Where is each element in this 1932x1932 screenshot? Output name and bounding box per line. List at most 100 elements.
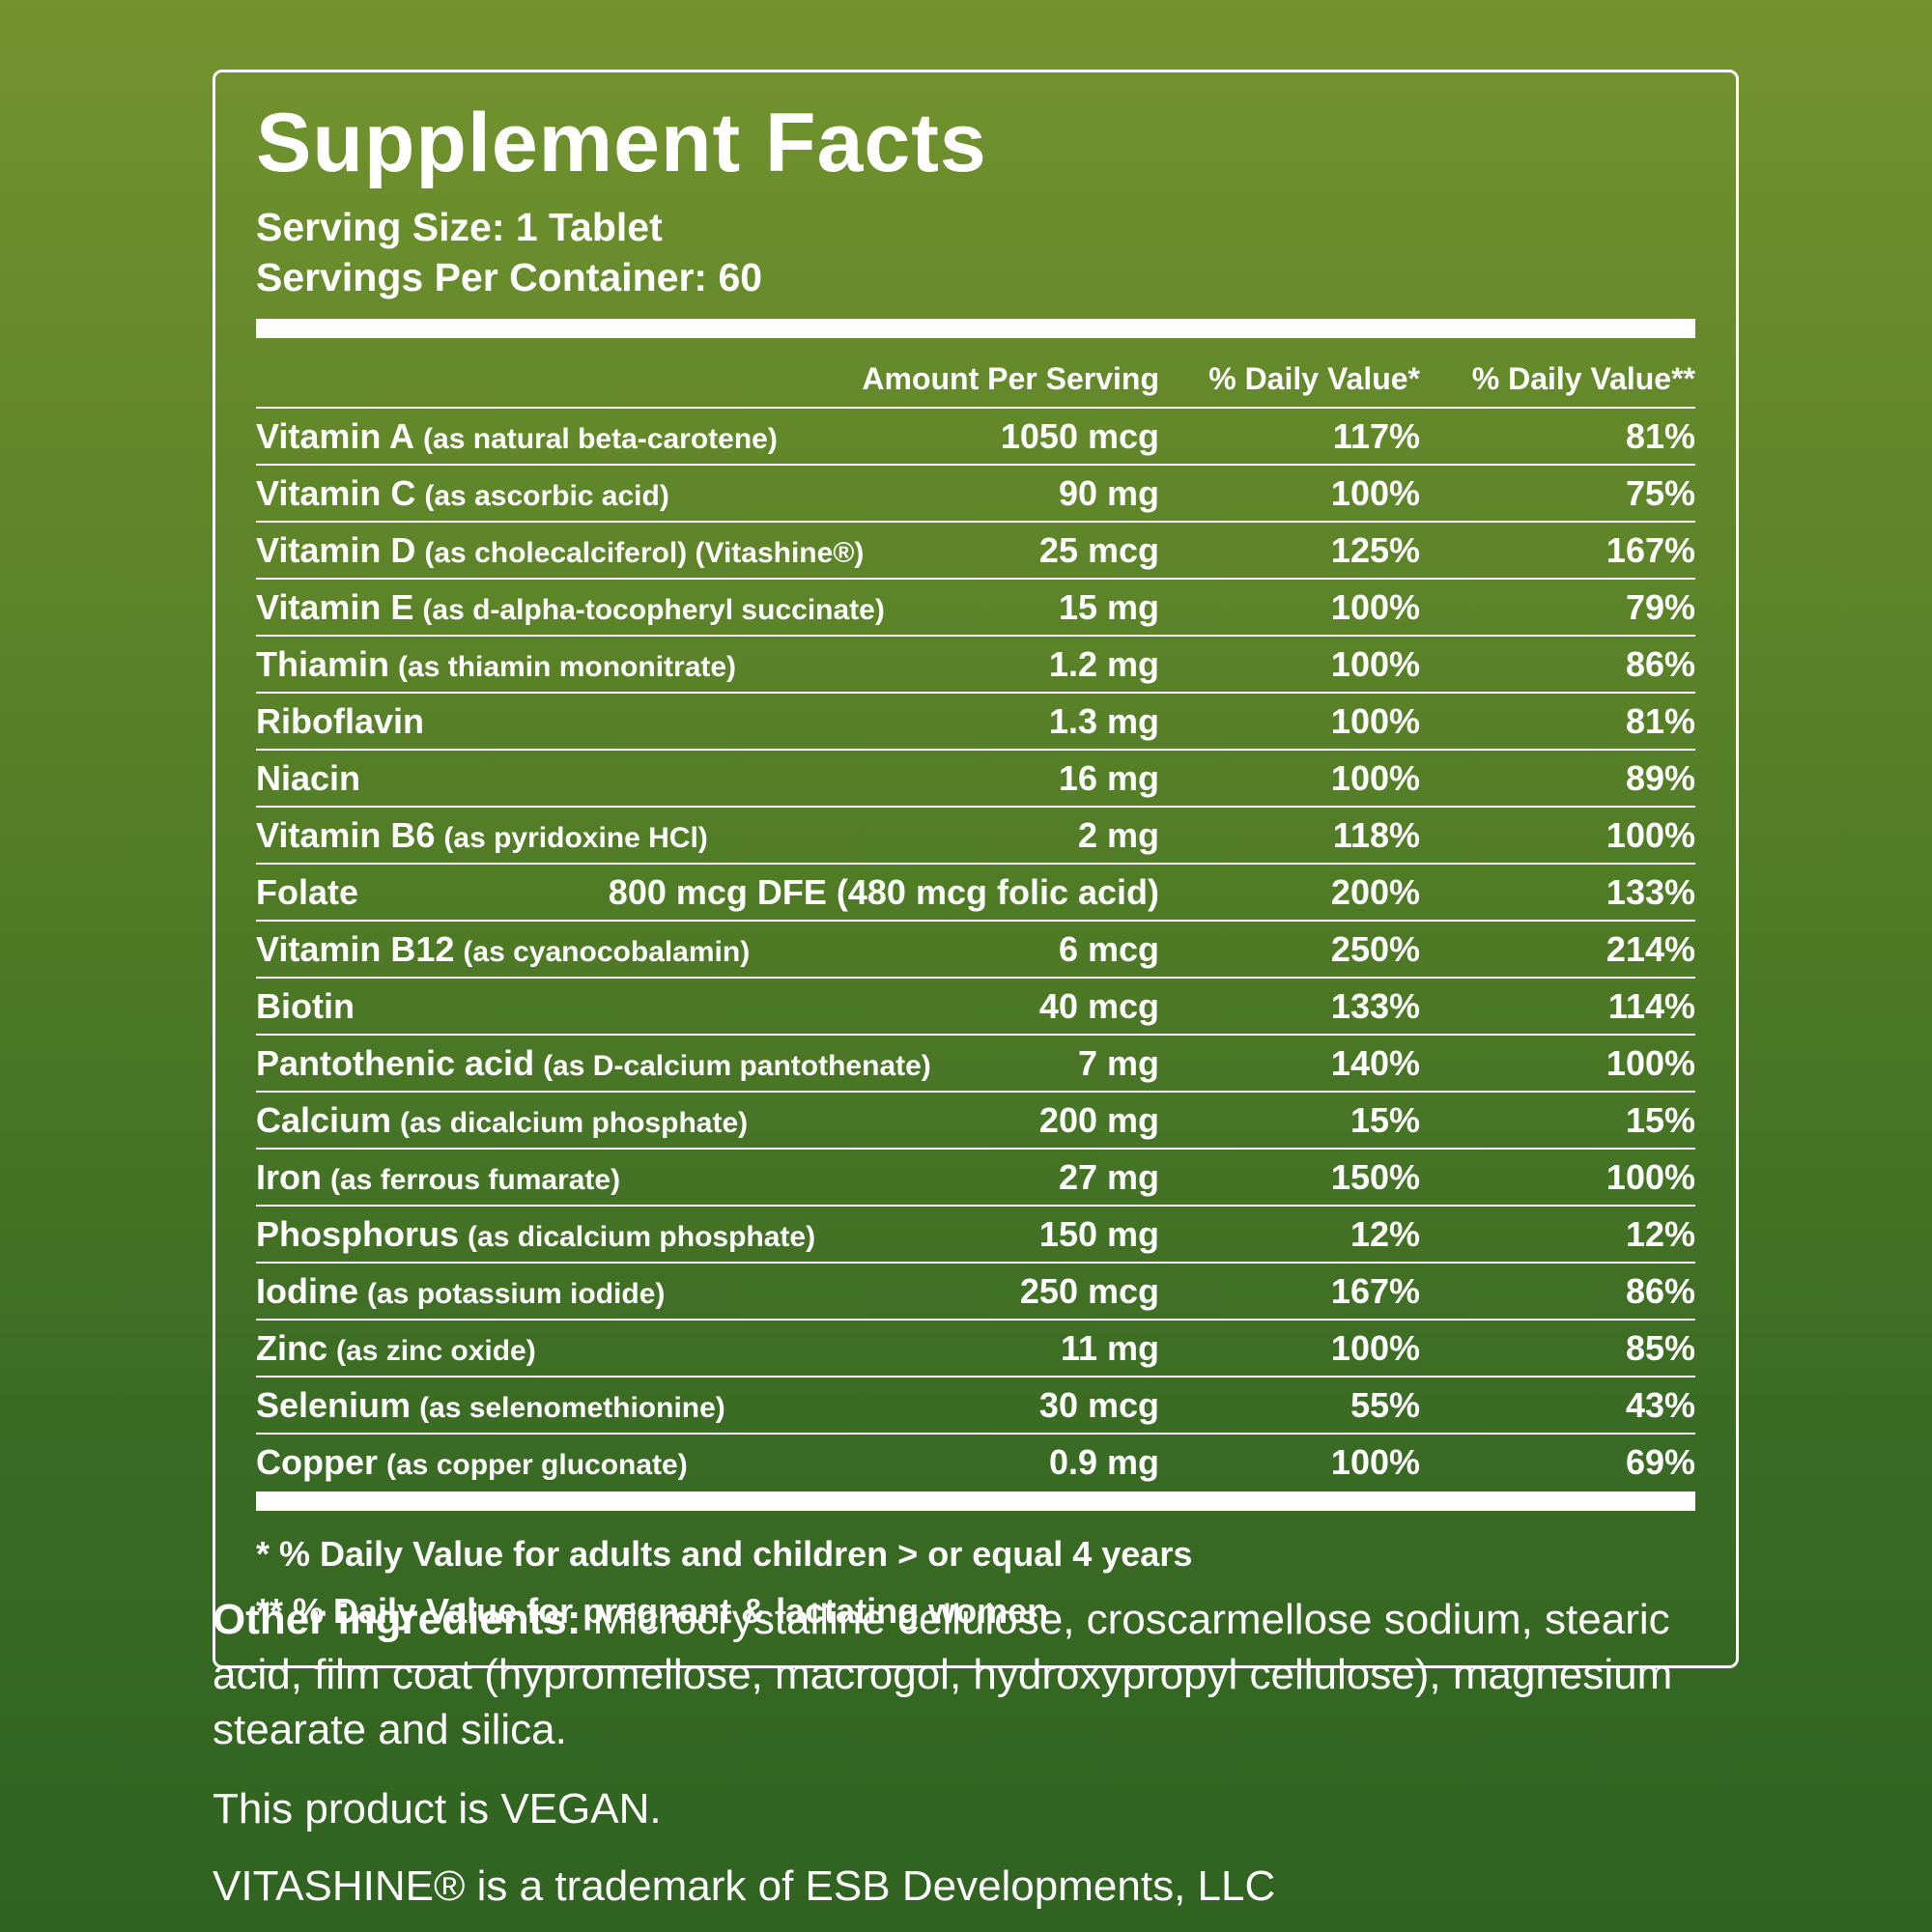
nutrient-dv-adults: 100%	[1330, 757, 1420, 798]
nutrient-dv-pregnant: 79%	[1625, 586, 1695, 627]
serving-size: Serving Size: 1 Tablet	[256, 204, 663, 249]
nutrient-dv-adults: 100%	[1330, 472, 1420, 513]
nutrient-dv-adults: 125%	[1330, 529, 1420, 570]
nutrient-name: Iodine (as potassium iodide)	[256, 1270, 666, 1311]
servings-per-container: Servings Per Container: 60	[256, 255, 763, 300]
below-panel-notes: Other ingredients: Microcrystalline cell…	[213, 1592, 1739, 1911]
footnote-pregnant: ** % Daily Value for pregnant & lactatin…	[256, 1590, 1049, 1631]
nutrient-name: Copper (as copper gluconate)	[256, 1441, 688, 1482]
nutrient-name: Vitamin C (as ascorbic acid)	[256, 472, 669, 513]
nutrient-amount: 1050 mcg	[1000, 415, 1159, 456]
supplement-facts-panel: Supplement Facts Serving Size: 1 Tablet …	[213, 70, 1739, 1668]
nutrient-amount: 150 mg	[1038, 1213, 1159, 1254]
nutrient-dv-pregnant: 100%	[1605, 1042, 1695, 1083]
nutrient-table: Amount Per Serving % Daily Value* % Dail…	[256, 344, 1695, 1490]
nutrient-dv-adults: 12%	[1350, 1213, 1420, 1254]
vegan-note: This product is VEGAN.	[213, 1784, 662, 1833]
nutrient-dv-pregnant: 75%	[1625, 472, 1695, 513]
nutrient-name: Vitamin B6 (as pyridoxine HCl)	[256, 814, 708, 855]
nutrient-amount: 2 mg	[1077, 814, 1159, 855]
nutrient-name: Phosphorus (as dicalcium phosphate)	[256, 1213, 816, 1254]
nutrient-amount: 40 mcg	[1038, 985, 1159, 1026]
nutrient-dv-pregnant: 81%	[1625, 700, 1695, 741]
nutrient-dv-pregnant: 89%	[1625, 757, 1695, 798]
nutrient-amount: 200 mg	[1038, 1099, 1159, 1140]
nutrient-dv-adults: 117%	[1332, 415, 1420, 456]
nutrient-row: Biotin 40 mcg 133% 114%	[256, 976, 1695, 1034]
nutrient-dv-pregnant: 100%	[1605, 1156, 1695, 1197]
nutrient-amount: 11 mg	[1060, 1327, 1159, 1368]
nutrient-row: Calcium (as dicalcium phosphate) 200 mg 1…	[256, 1090, 1695, 1148]
nutrient-dv-pregnant: 86%	[1625, 1270, 1695, 1311]
nutrient-row: Thiamin (as thiamin mononitrate) 1.2 mg 1…	[256, 634, 1695, 692]
nutrient-amount: 25 mcg	[1038, 529, 1159, 570]
nutrient-amount: 27 mg	[1058, 1156, 1159, 1197]
nutrient-name: Vitamin A (as natural beta-carotene)	[256, 415, 778, 456]
nutrient-amount: 1.2 mg	[1048, 643, 1159, 684]
nutrient-name: Vitamin B12 (as cyanocobalamin)	[256, 928, 751, 969]
nutrient-dv-adults: 100%	[1330, 1327, 1420, 1368]
nutrient-amount: 30 mcg	[1038, 1384, 1159, 1425]
nutrient-row: Vitamin B6 (as pyridoxine HCl) 2 mg 118% …	[256, 805, 1695, 863]
nutrient-row: Vitamin D (as cholecalciferol) (Vitashine…	[256, 520, 1695, 578]
nutrient-row: Niacin 16 mg 100% 89%	[256, 748, 1695, 806]
nutrient-name: Vitamin E (as d-alpha-tocopheryl succinat…	[256, 586, 885, 627]
nutrient-dv-pregnant: 15%	[1625, 1099, 1695, 1140]
nutrient-dv-adults: 118%	[1332, 814, 1420, 855]
nutrient-row: Selenium (as selenomethionine) 30 mcg 55%…	[256, 1375, 1695, 1433]
nutrient-dv-pregnant: 214%	[1605, 928, 1695, 969]
nutrient-row: Vitamin A (as natural beta-carotene) 1050…	[256, 406, 1695, 464]
nutrient-amount: 16 mg	[1058, 757, 1159, 798]
nutrient-row: Phosphorus (as dicalcium phosphate) 150 m…	[256, 1204, 1695, 1262]
nutrient-name: Riboflavin	[256, 700, 425, 741]
nutrient-row: Riboflavin 1.3 mg 100% 81%	[256, 691, 1695, 749]
nutrient-amount: 1.3 mg	[1048, 700, 1159, 741]
nutrient-row: Iodine (as potassium iodide) 250 mcg 167%…	[256, 1261, 1695, 1319]
nutrient-dv-adults: 167%	[1330, 1270, 1420, 1311]
nutrient-row: Iron (as ferrous fumarate) 27 mg 150% 100…	[256, 1147, 1695, 1205]
nutrient-name: Vitamin D (as cholecalciferol) (Vitashine…	[256, 529, 865, 570]
column-daily-value-adults: % Daily Value*	[1208, 360, 1420, 396]
trademark-note: VITASHINE® is a trademark of ESB Develop…	[213, 1861, 1276, 1910]
nutrient-name: Biotin	[256, 985, 355, 1026]
table-header-row: Amount Per Serving % Daily Value* % Dail…	[256, 344, 1695, 407]
nutrient-dv-pregnant: 12%	[1625, 1213, 1695, 1254]
nutrient-dv-pregnant: 100%	[1605, 814, 1695, 855]
nutrient-name: Iron (as ferrous fumarate)	[256, 1156, 621, 1197]
column-daily-value-pregnant: % Daily Value**	[1471, 360, 1695, 396]
nutrient-name: Zinc (as zinc oxide)	[256, 1327, 536, 1368]
nutrient-name: Folate	[256, 871, 359, 912]
nutrient-dv-adults: 200%	[1330, 871, 1420, 912]
panel-title: Supplement Facts	[256, 97, 987, 189]
nutrient-row: Pantothenic acid (as D-calcium pantothena…	[256, 1033, 1695, 1091]
nutrient-amount: 90 mg	[1058, 472, 1159, 513]
nutrient-dv-pregnant: 81%	[1625, 415, 1695, 456]
nutrient-dv-adults: 100%	[1330, 700, 1420, 741]
nutrient-dv-pregnant: 133%	[1605, 871, 1695, 912]
nutrient-dv-adults: 15%	[1350, 1099, 1420, 1140]
nutrient-dv-pregnant: 43%	[1625, 1384, 1695, 1425]
nutrient-row: Vitamin E (as d-alpha-tocopheryl succinat…	[256, 577, 1695, 635]
nutrient-row: Zinc (as zinc oxide) 11 mg 100% 85%	[256, 1318, 1695, 1376]
nutrient-row: Vitamin C (as ascorbic acid) 90 mg 100% 7…	[256, 463, 1695, 521]
nutrient-amount: 6 mcg	[1058, 928, 1159, 969]
nutrient-amount: 15 mg	[1058, 586, 1159, 627]
nutrient-dv-adults: 150%	[1330, 1156, 1420, 1197]
thick-separator-bar-bottom	[256, 1491, 1695, 1511]
nutrient-dv-adults: 100%	[1330, 586, 1420, 627]
nutrient-amount: 7 mg	[1077, 1042, 1159, 1083]
other-ingredients-text: Microcrystalline cellulose, croscarmello…	[213, 1596, 1673, 1754]
nutrient-dv-pregnant: 114%	[1607, 985, 1695, 1026]
nutrient-dv-pregnant: 69%	[1625, 1441, 1695, 1482]
nutrient-dv-pregnant: 86%	[1625, 643, 1695, 684]
nutrient-row: Copper (as copper gluconate) 0.9 mg 100% …	[256, 1432, 1695, 1490]
nutrient-row: Folate 800 mcg DFE (480 mcg folic acid) …	[256, 862, 1695, 920]
footnote-adults: * % Daily Value for adults and children …	[256, 1533, 1193, 1574]
nutrient-dv-pregnant: 167%	[1605, 529, 1695, 570]
nutrient-name: Pantothenic acid (as D-calcium pantothena…	[256, 1042, 931, 1083]
nutrient-name: Selenium (as selenomethionine)	[256, 1384, 725, 1425]
nutrient-dv-adults: 250%	[1330, 928, 1420, 969]
nutrient-name: Calcium (as dicalcium phosphate)	[256, 1099, 749, 1140]
nutrient-amount: 0.9 mg	[1048, 1441, 1159, 1482]
nutrient-name: Niacin	[256, 757, 361, 798]
